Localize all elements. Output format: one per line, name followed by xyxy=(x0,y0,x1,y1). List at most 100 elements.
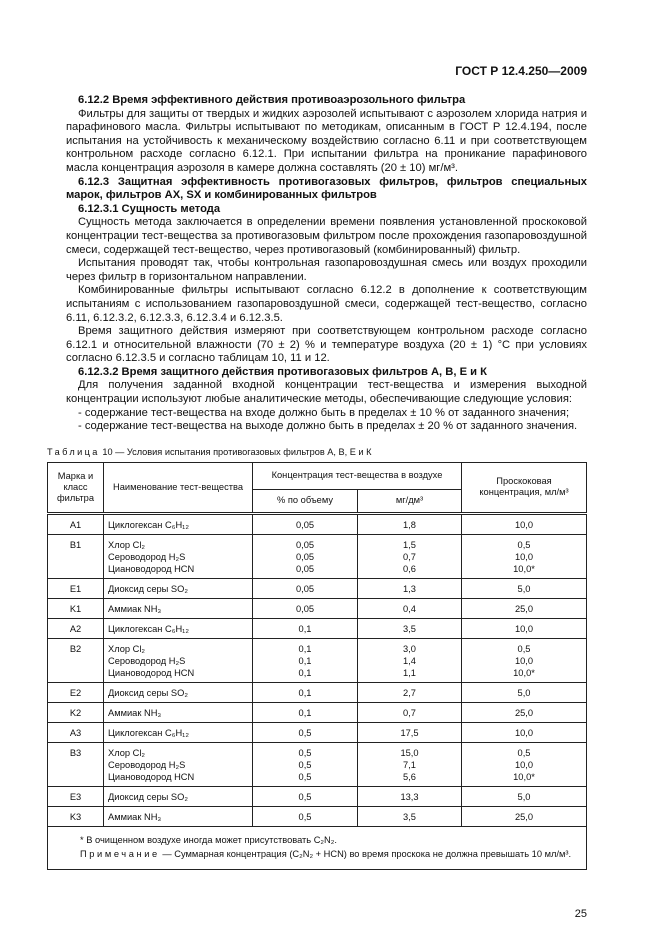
percent-value-cell: 0,5 0,5 0,5 xyxy=(252,741,358,787)
breakthrough-value-cell: 5,0 xyxy=(461,785,587,807)
header-substance: Наименование тест-вещества xyxy=(103,461,253,514)
table-row: K2 Аммиак NH₃ 0,1 0,7 25,0 xyxy=(47,701,587,723)
document-id: ГОСТ Р 12.4.250—2009 xyxy=(455,64,587,78)
breakthrough-value: 0,5 xyxy=(517,539,531,550)
table-caption-text: 10 — Условия испытания противогазовых фи… xyxy=(99,446,372,457)
percent-value: 0,1 xyxy=(298,643,312,654)
substance-name: Хлор Cl₂ xyxy=(108,643,146,654)
list-item: - содержание тест-вещества на входе долж… xyxy=(78,406,570,419)
mg-value-cell: 15,0 7,1 5,6 xyxy=(357,741,462,787)
body-text: 6.12.2 Время эффективного действия проти… xyxy=(66,94,587,434)
table-row: K1 Аммиак NH₃ 0,05 0,4 25,0 xyxy=(47,597,587,619)
breakthrough-value-cell: 25,0 xyxy=(461,805,587,827)
percent-value: 0,1 xyxy=(298,707,312,718)
substance-name: Диоксид серы SO₂ xyxy=(108,583,188,594)
breakthrough-value: 10,0 xyxy=(514,623,534,634)
substance-name-cell: Аммиак NH₃ xyxy=(103,597,253,619)
section-heading: 6.12.3.1 Сущность метода xyxy=(78,202,221,215)
table-row: B1 Хлор Cl₂ Сероводород H₂S Циановодород HC… xyxy=(47,533,587,579)
mg-value: 17,5 xyxy=(400,727,419,738)
breakthrough-value: 10,0* xyxy=(513,563,535,574)
substance-name: Диоксид серы SO₂ xyxy=(108,791,188,802)
mg-value: 0,7 xyxy=(403,551,416,562)
percent-value: 0,1 xyxy=(298,655,312,666)
header-percent: % по объему xyxy=(252,488,358,514)
percent-value-cell: 0,05 xyxy=(252,577,358,599)
substance-name: Циановодород HCN xyxy=(108,667,195,678)
note: Примечание — Суммарная концентрация (C₂N… xyxy=(56,847,578,861)
percent-value: 0,05 xyxy=(295,519,315,530)
percent-value: 0,1 xyxy=(298,687,312,698)
mg-value-cell: 17,5 xyxy=(357,721,462,743)
table-row: K3 Аммиак NH₃ 0,5 3,5 25,0 xyxy=(47,805,587,827)
substance-name: Сероводород H₂S xyxy=(108,551,186,562)
table-caption-prefix: Таблица xyxy=(47,446,100,457)
substance-name: Сероводород H₂S xyxy=(108,655,186,666)
filter-mark: A3 xyxy=(47,721,104,743)
substance-name-cell: Диоксид серы SO₂ xyxy=(103,681,253,703)
percent-value: 0,1 xyxy=(298,623,312,634)
percent-value: 0,05 xyxy=(295,603,315,614)
mg-value-cell: 2,7 xyxy=(357,681,462,703)
substance-name-cell: Хлор Cl₂ Сероводород H₂S Циановодород HCN xyxy=(103,637,253,683)
substance-name: Циклогексан C₆H₁₂ xyxy=(108,519,189,530)
substance-name: Диоксид серы SO₂ xyxy=(108,687,188,698)
paragraph: Сущность метода заключается в определени… xyxy=(66,216,587,256)
table-caption: Таблица 10 — Условия испытания противога… xyxy=(47,446,587,458)
percent-value: 0,5 xyxy=(298,791,312,802)
breakthrough-value: 5,0 xyxy=(517,791,531,802)
table-row: B3 Хлор Cl₂ Сероводород H₂S Циановодород HC… xyxy=(47,741,587,787)
substance-name-cell: Диоксид серы SO₂ xyxy=(103,577,253,599)
breakthrough-value: 10,0 xyxy=(514,551,534,562)
substance-name: Хлор Cl₂ xyxy=(108,747,146,758)
mg-value-cell: 13,3 xyxy=(357,785,462,807)
filter-mark: A1 xyxy=(47,512,104,535)
percent-value-cell: 0,1 xyxy=(252,681,358,703)
breakthrough-value: 10,0* xyxy=(513,771,535,782)
breakthrough-value-cell: 5,0 xyxy=(461,681,587,703)
paragraph: Время защитного действия измеряют при со… xyxy=(66,325,587,365)
substance-name-cell: Циклогексан C₆H₁₂ xyxy=(103,512,253,535)
percent-value: 0,5 xyxy=(298,727,312,738)
mg-value: 3,0 xyxy=(403,643,416,654)
percent-value: 0,1 xyxy=(298,667,312,678)
percent-value-cell: 0,1 xyxy=(252,617,358,639)
table-row: E3 Диоксид серы SO₂ 0,5 13,3 5,0 xyxy=(47,785,587,807)
percent-value: 0,5 xyxy=(298,811,312,822)
filter-mark: E2 xyxy=(47,681,104,703)
mg-value: 5,6 xyxy=(403,771,416,782)
substance-name: Аммиак NH₃ xyxy=(108,603,162,614)
note-prefix: Примечание xyxy=(80,848,160,859)
mg-value-cell: 0,4 xyxy=(357,597,462,619)
paragraph: Для получения заданной входной концентра… xyxy=(66,379,587,406)
substance-name: Циклогексан C₆H₁₂ xyxy=(108,623,189,634)
filter-mark: K2 xyxy=(47,701,104,723)
percent-value: 0,05 xyxy=(295,583,315,594)
mg-value: 7,1 xyxy=(403,759,416,770)
mg-value: 3,5 xyxy=(403,811,416,822)
mg-value: 1,4 xyxy=(403,655,416,666)
note-text: — Суммарная концентрация (C₂N₂ + HCN) во… xyxy=(159,848,572,859)
substance-name-cell: Хлор Cl₂ Сероводород H₂S Циановодород HCN xyxy=(103,741,253,787)
percent-value-cell: 0,05 xyxy=(252,597,358,619)
footnote: * В очищенном воздухе иногда может прису… xyxy=(80,834,337,845)
mg-value-cell: 0,7 xyxy=(357,701,462,723)
table-row: E1 Диоксид серы SO₂ 0,05 1,3 5,0 xyxy=(47,577,587,599)
percent-value-cell: 0,5 xyxy=(252,805,358,827)
percent-value-cell: 0,5 xyxy=(252,785,358,807)
filter-mark: K3 xyxy=(47,805,104,827)
percent-value: 0,05 xyxy=(295,563,315,574)
percent-value: 0,5 xyxy=(298,747,312,758)
table-row: A1 Циклогексан C₆H₁₂ 0,05 1,8 10,0 xyxy=(47,512,587,535)
breakthrough-value: 10,0* xyxy=(513,667,535,678)
breakthrough-value: 25,0 xyxy=(514,707,534,718)
mg-value-cell: 1,8 xyxy=(357,512,462,535)
mg-value-cell: 3,5 xyxy=(357,805,462,827)
mg-value: 2,7 xyxy=(403,687,416,698)
test-conditions-table: Марка и класс фильтра Наименование тест-… xyxy=(47,461,587,870)
table-notes: * В очищенном воздухе иногда может прису… xyxy=(47,825,587,870)
substance-name-cell: Хлор Cl₂ Сероводород H₂S Циановодород HCN xyxy=(103,533,253,579)
mg-value: 1,1 xyxy=(403,667,416,678)
breakthrough-value: 0,5 xyxy=(517,643,531,654)
mg-value: 1,8 xyxy=(403,519,416,530)
